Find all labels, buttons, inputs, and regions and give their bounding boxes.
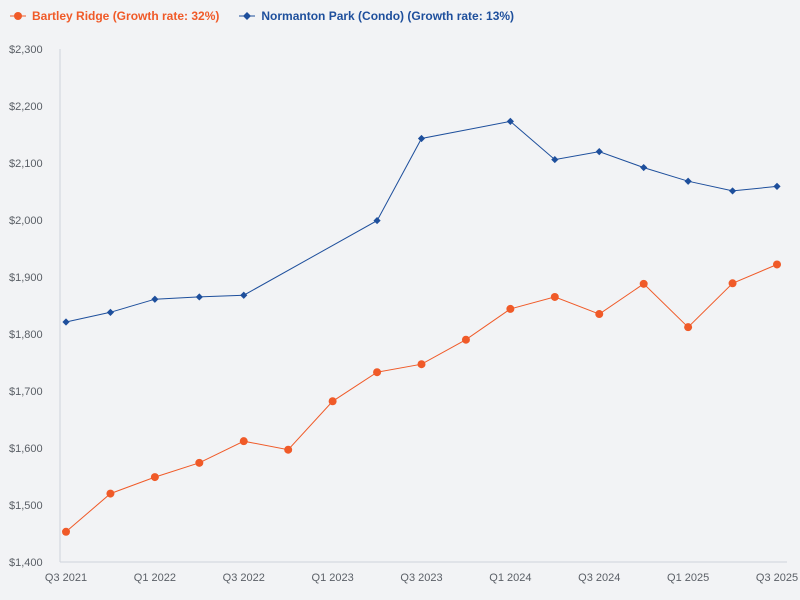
- data-point-1: [62, 318, 70, 326]
- data-point-0: [639, 279, 648, 288]
- data-point-1: [506, 117, 514, 125]
- x-tick-label: Q3 2024: [578, 572, 620, 584]
- data-point-0: [284, 445, 293, 454]
- data-point-1: [240, 291, 248, 299]
- data-point-0: [684, 323, 693, 332]
- data-point-1: [684, 177, 692, 185]
- data-point-1: [551, 155, 559, 164]
- y-tick-label: $2,100: [9, 158, 43, 170]
- series-line-1: [65, 120, 778, 323]
- legend-label-bartley-ridge: Bartley Ridge (Growth rate: 32%): [32, 9, 220, 23]
- data-point-1: [106, 308, 115, 316]
- data-point-0: [417, 360, 426, 369]
- x-tick-label: Q1 2022: [134, 572, 176, 584]
- data-point-1: [417, 134, 426, 143]
- series-line-0: [65, 264, 778, 533]
- data-point-0: [773, 260, 781, 269]
- legend-label-normanton-park: Normanton Park (Condo) (Growth rate: 13%…: [261, 9, 515, 23]
- y-tick-label: $1,600: [9, 443, 43, 455]
- data-point-0: [728, 279, 737, 288]
- y-tick-label: $1,800: [9, 329, 43, 341]
- chart-legend: Bartley Ridge (Growth rate: 32%) Normant…: [10, 9, 514, 23]
- data-point-0: [373, 368, 382, 377]
- legend-diamond-marker-icon: [239, 12, 256, 20]
- legend-circle-marker-icon: [10, 12, 26, 20]
- legend-item-bartley-ridge[interactable]: Bartley Ridge (Growth rate: 32%): [10, 9, 219, 23]
- data-point-0: [106, 489, 115, 498]
- x-tick-label: Q1 2023: [312, 572, 354, 584]
- y-tick-label: $1,700: [9, 386, 43, 398]
- x-tick-label: Q1 2025: [667, 572, 709, 584]
- legend-item-normanton-park[interactable]: Normanton Park (Condo) (Growth rate: 13%…: [239, 9, 514, 23]
- data-point-1: [773, 182, 781, 190]
- data-point-0: [62, 527, 70, 536]
- data-point-0: [239, 437, 248, 446]
- data-point-0: [595, 310, 604, 319]
- x-tick-label: Q1 2024: [489, 572, 531, 584]
- y-tick-label: $2,200: [9, 101, 43, 113]
- data-point-1: [151, 295, 159, 303]
- y-tick-label: $1,500: [9, 500, 43, 512]
- data-point-1: [728, 187, 737, 195]
- y-tick-label: $1,900: [9, 272, 43, 284]
- data-point-0: [506, 304, 515, 313]
- data-point-0: [328, 397, 337, 406]
- y-tick-label: $2,000: [9, 215, 43, 227]
- x-tick-label: Q3 2023: [400, 572, 442, 584]
- data-point-0: [461, 335, 470, 344]
- y-tick-label: $2,300: [9, 44, 43, 56]
- x-tick-label: Q3 2022: [223, 572, 265, 584]
- data-point-1: [595, 148, 603, 156]
- data-point-0: [550, 292, 559, 301]
- y-tick-label: $1,400: [9, 557, 43, 569]
- x-tick-label: Q3 2021: [45, 572, 87, 584]
- data-point-1: [195, 293, 203, 301]
- data-point-0: [150, 473, 159, 482]
- data-point-1: [640, 163, 648, 172]
- data-point-1: [373, 216, 381, 225]
- x-tick-label: Q3 2025: [756, 572, 798, 584]
- data-point-0: [195, 458, 204, 467]
